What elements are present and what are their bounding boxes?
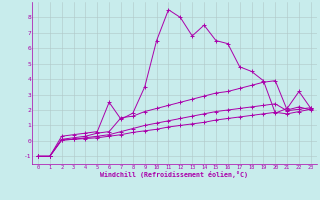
X-axis label: Windchill (Refroidissement éolien,°C): Windchill (Refroidissement éolien,°C) [100,171,248,178]
